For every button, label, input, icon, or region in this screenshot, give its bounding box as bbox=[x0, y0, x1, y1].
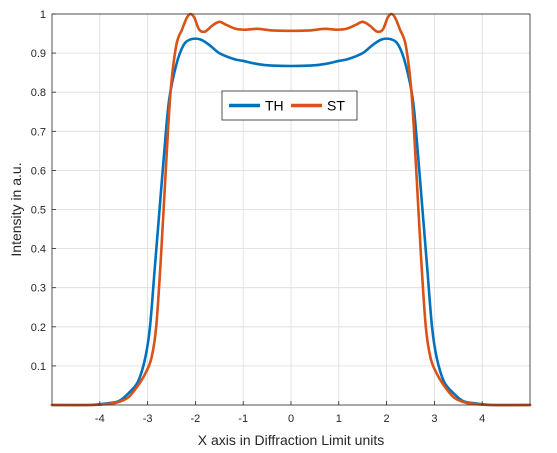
series-lines bbox=[50, 12, 532, 407]
y-tick-label: 0.4 bbox=[31, 244, 46, 256]
series-line-th bbox=[50, 37, 532, 407]
y-axis-title: Intensity in a.u. bbox=[8, 162, 24, 256]
x-tick-label: 2 bbox=[384, 413, 390, 425]
series-line-st bbox=[50, 12, 532, 407]
y-tick-label: 0.8 bbox=[31, 87, 46, 99]
x-tick-label: -1 bbox=[238, 413, 248, 425]
legend: TH ST bbox=[221, 90, 358, 121]
x-tick-label: -2 bbox=[191, 413, 201, 425]
x-axis-title: X axis in Diffraction Limit units bbox=[198, 432, 384, 448]
legend-label-th: TH bbox=[265, 98, 284, 114]
x-tick-label: 1 bbox=[336, 413, 342, 425]
x-tick-label: 0 bbox=[288, 413, 294, 425]
legend-label-st: ST bbox=[327, 98, 345, 114]
x-tick-label: -3 bbox=[143, 413, 153, 425]
y-tick-label: 0.6 bbox=[31, 165, 46, 177]
y-tick-label: 0.1 bbox=[31, 361, 46, 373]
x-tick-label: 3 bbox=[431, 413, 437, 425]
y-tick-label: 0.2 bbox=[31, 322, 46, 334]
x-tick-label: 4 bbox=[479, 413, 485, 425]
y-tick-label: 0.9 bbox=[31, 48, 46, 60]
axis-ticks: -4 -3 -2 -1 0 1 2 3 4 0.1 0.2 0.3 0.4 0.5 0.6 0.7 0.8 0.9… bbox=[31, 9, 486, 425]
y-tick-label: 0.3 bbox=[31, 283, 46, 295]
y-tick-label: 1 bbox=[40, 9, 46, 21]
x-tick-label: -4 bbox=[95, 413, 105, 425]
y-tick-label: 0.5 bbox=[31, 205, 46, 217]
y-tick-label: 0.7 bbox=[31, 126, 46, 138]
